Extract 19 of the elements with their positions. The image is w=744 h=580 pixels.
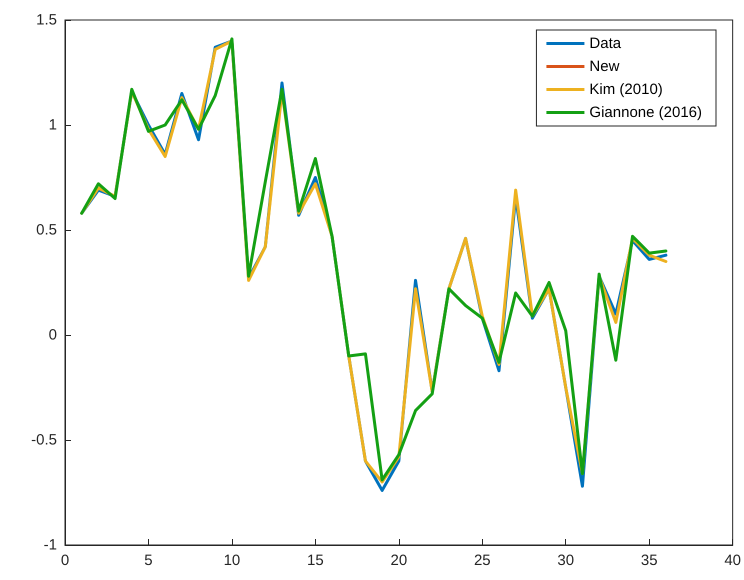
y-tick-label: 1 [48, 116, 57, 134]
y-tick-label: -1 [44, 536, 57, 554]
legend-label: New [589, 58, 620, 75]
x-tick-label: 15 [307, 552, 324, 569]
x-tick-label: 40 [724, 552, 741, 569]
x-tick-label: 10 [224, 552, 240, 569]
x-tick-label: 30 [557, 552, 574, 569]
x-tick-label: 25 [474, 552, 491, 569]
y-tick-label: 0 [48, 326, 57, 344]
y-tick-label: -0.5 [31, 432, 57, 448]
legend-label: Data [589, 35, 622, 52]
x-tick-label: 35 [640, 552, 658, 569]
legend-label: Giannone (2016) [589, 104, 702, 121]
y-tick-label: 1.5 [36, 12, 57, 28]
y-tick-label: 0.5 [36, 222, 57, 238]
x-tick-label: 0 [60, 552, 70, 569]
x-tick-label: 5 [144, 552, 153, 569]
legend-label: Kim (2010) [589, 81, 663, 98]
x-tick-label: 20 [390, 552, 408, 569]
